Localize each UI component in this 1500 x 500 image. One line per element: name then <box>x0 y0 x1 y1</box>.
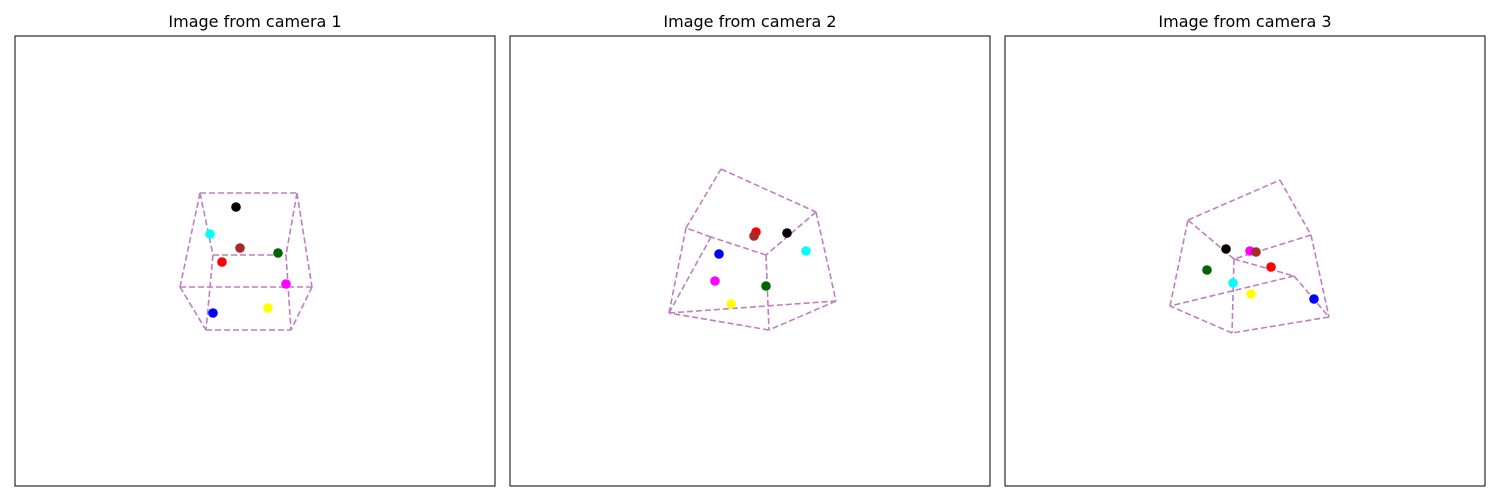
wireframe-edge <box>668 236 712 314</box>
wireframe-edge <box>1231 258 1235 334</box>
scatter-point <box>1266 262 1276 272</box>
wireframe-edges <box>668 168 837 331</box>
panel-camera-3: Image from camera 3 <box>1004 12 1486 487</box>
wireframe-edge <box>720 168 817 213</box>
wireframe-edge <box>296 192 313 288</box>
scatter-point <box>263 303 273 313</box>
wireframe-edge <box>1231 316 1330 334</box>
wireframe-edge <box>179 286 207 331</box>
wireframe-edge <box>199 192 214 256</box>
wireframe-edge <box>285 192 298 256</box>
wireframe-edge <box>1169 305 1233 334</box>
scatter-point <box>714 249 724 259</box>
scatter-point <box>217 257 227 267</box>
wireframe-edge <box>1233 258 1295 277</box>
scatter-point <box>1246 289 1256 299</box>
scatter-point <box>1309 294 1319 304</box>
scatter-point <box>710 276 720 286</box>
wireframe-edge <box>1233 234 1312 260</box>
scatter-point <box>1251 247 1261 257</box>
wireframe-edges <box>179 192 313 331</box>
wireframe-edge <box>668 300 837 314</box>
plot-frame <box>509 35 991 487</box>
wireframe-edge <box>1279 179 1312 236</box>
scatter-point <box>281 279 291 289</box>
scatter-point <box>1221 244 1231 254</box>
wireframe-edge <box>685 168 722 229</box>
wireframe-edge <box>815 211 837 302</box>
scatter-point <box>1228 278 1238 288</box>
panel-title: Image from camera 3 <box>1158 12 1331 31</box>
scatter-points <box>205 202 291 318</box>
panel-title: Image from camera 2 <box>663 12 836 31</box>
plot-frame <box>14 35 496 487</box>
wireframe-edge <box>768 300 837 331</box>
scatter-point <box>205 229 215 239</box>
wireframe-edge <box>685 227 712 238</box>
scatter-point <box>273 248 283 258</box>
scatter-point <box>726 299 736 309</box>
scatter-points <box>1202 244 1319 304</box>
scatter-points <box>710 227 811 309</box>
scatter-point <box>208 308 218 318</box>
scatter-point <box>235 243 245 253</box>
wireframe-edge <box>205 254 214 331</box>
wireframe-edge <box>668 227 687 314</box>
plot-frame <box>1004 35 1486 487</box>
wireframe-edge <box>668 312 770 331</box>
wireframe-edge <box>1187 179 1281 221</box>
panel-title: Image from camera 1 <box>168 12 341 31</box>
scatter-point <box>761 281 771 291</box>
scatter-point <box>1202 265 1212 275</box>
wireframe-edge <box>179 192 201 288</box>
wireframe-edge <box>1310 234 1330 318</box>
wireframe-edge <box>710 236 767 256</box>
panel-camera-2: Image from camera 2 <box>509 12 991 487</box>
wireframe-edge <box>290 286 313 331</box>
wireframe-edge <box>1169 219 1189 307</box>
scatter-point <box>782 228 792 238</box>
wireframe-edge <box>765 254 770 331</box>
wireframe-edge <box>285 254 292 331</box>
wireframe-edges <box>1169 179 1330 334</box>
scatter-point <box>231 202 241 212</box>
panel-camera-1: Image from camera 1 <box>14 12 496 487</box>
scatter-point <box>749 231 759 241</box>
wireframe-edge <box>1169 275 1295 307</box>
scatter-point <box>801 246 811 256</box>
